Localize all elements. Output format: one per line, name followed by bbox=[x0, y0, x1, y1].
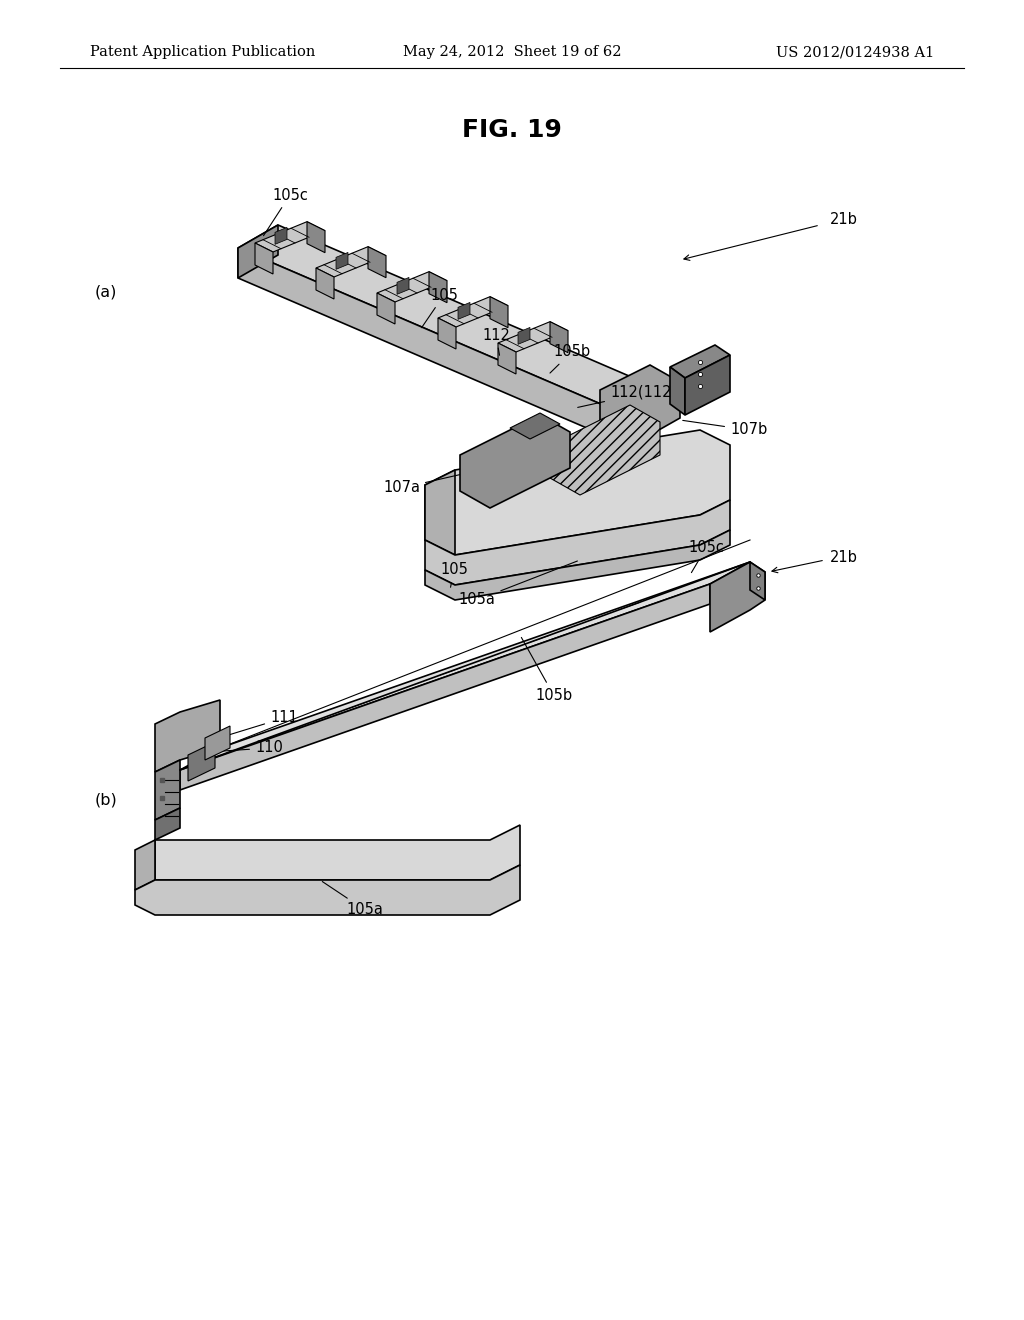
Polygon shape bbox=[155, 760, 180, 820]
Polygon shape bbox=[238, 224, 278, 279]
Polygon shape bbox=[316, 247, 386, 277]
Text: 21b: 21b bbox=[830, 550, 858, 565]
Polygon shape bbox=[255, 222, 325, 252]
Polygon shape bbox=[550, 405, 660, 495]
Polygon shape bbox=[425, 531, 730, 601]
Polygon shape bbox=[188, 742, 215, 781]
Text: 105a: 105a bbox=[459, 561, 578, 607]
Polygon shape bbox=[438, 318, 456, 348]
Polygon shape bbox=[155, 825, 520, 880]
Text: 107b: 107b bbox=[683, 420, 767, 437]
Polygon shape bbox=[307, 222, 325, 252]
Polygon shape bbox=[135, 840, 155, 890]
Text: 105c: 105c bbox=[263, 187, 308, 236]
Text: May 24, 2012  Sheet 19 of 62: May 24, 2012 Sheet 19 of 62 bbox=[402, 45, 622, 59]
Polygon shape bbox=[490, 297, 508, 327]
Text: 105a: 105a bbox=[323, 882, 383, 917]
Polygon shape bbox=[425, 500, 730, 585]
Text: 105: 105 bbox=[422, 288, 458, 327]
Text: 105: 105 bbox=[440, 562, 468, 587]
Polygon shape bbox=[670, 345, 730, 378]
Polygon shape bbox=[368, 247, 386, 277]
Text: 112(112a): 112(112a) bbox=[578, 384, 686, 408]
Polygon shape bbox=[425, 470, 455, 554]
Polygon shape bbox=[670, 367, 685, 414]
Text: FIG. 19: FIG. 19 bbox=[462, 117, 562, 143]
Polygon shape bbox=[336, 252, 348, 269]
Polygon shape bbox=[438, 297, 508, 327]
Polygon shape bbox=[710, 562, 765, 632]
Polygon shape bbox=[498, 343, 516, 374]
Polygon shape bbox=[458, 302, 470, 319]
Text: 105c: 105c bbox=[688, 540, 724, 573]
Polygon shape bbox=[518, 327, 530, 345]
Text: 110: 110 bbox=[211, 741, 283, 755]
Polygon shape bbox=[238, 248, 610, 438]
Polygon shape bbox=[397, 277, 409, 294]
Polygon shape bbox=[510, 413, 560, 440]
Polygon shape bbox=[600, 366, 680, 459]
Text: 112: 112 bbox=[482, 327, 510, 355]
Text: (a): (a) bbox=[95, 285, 118, 300]
Polygon shape bbox=[425, 430, 730, 554]
Polygon shape bbox=[135, 865, 520, 915]
Text: Patent Application Publication: Patent Application Publication bbox=[90, 45, 315, 59]
Text: US 2012/0124938 A1: US 2012/0124938 A1 bbox=[776, 45, 934, 59]
Polygon shape bbox=[275, 227, 287, 244]
Polygon shape bbox=[460, 414, 570, 508]
Polygon shape bbox=[155, 808, 180, 840]
Polygon shape bbox=[685, 355, 730, 414]
Polygon shape bbox=[180, 583, 710, 789]
Text: 111: 111 bbox=[224, 710, 298, 737]
Polygon shape bbox=[155, 700, 220, 772]
Polygon shape bbox=[550, 322, 568, 352]
Polygon shape bbox=[750, 562, 765, 601]
Polygon shape bbox=[377, 293, 395, 323]
Polygon shape bbox=[377, 272, 447, 302]
Text: 105b: 105b bbox=[550, 345, 590, 374]
Text: 105b: 105b bbox=[521, 638, 572, 702]
Text: 107a: 107a bbox=[383, 471, 477, 495]
Polygon shape bbox=[255, 243, 273, 275]
Polygon shape bbox=[180, 562, 750, 770]
Text: (b): (b) bbox=[95, 792, 118, 808]
Polygon shape bbox=[316, 268, 334, 300]
Polygon shape bbox=[238, 224, 650, 408]
Polygon shape bbox=[205, 726, 230, 760]
Polygon shape bbox=[498, 322, 568, 352]
Polygon shape bbox=[429, 272, 447, 302]
Text: 21b: 21b bbox=[830, 213, 858, 227]
